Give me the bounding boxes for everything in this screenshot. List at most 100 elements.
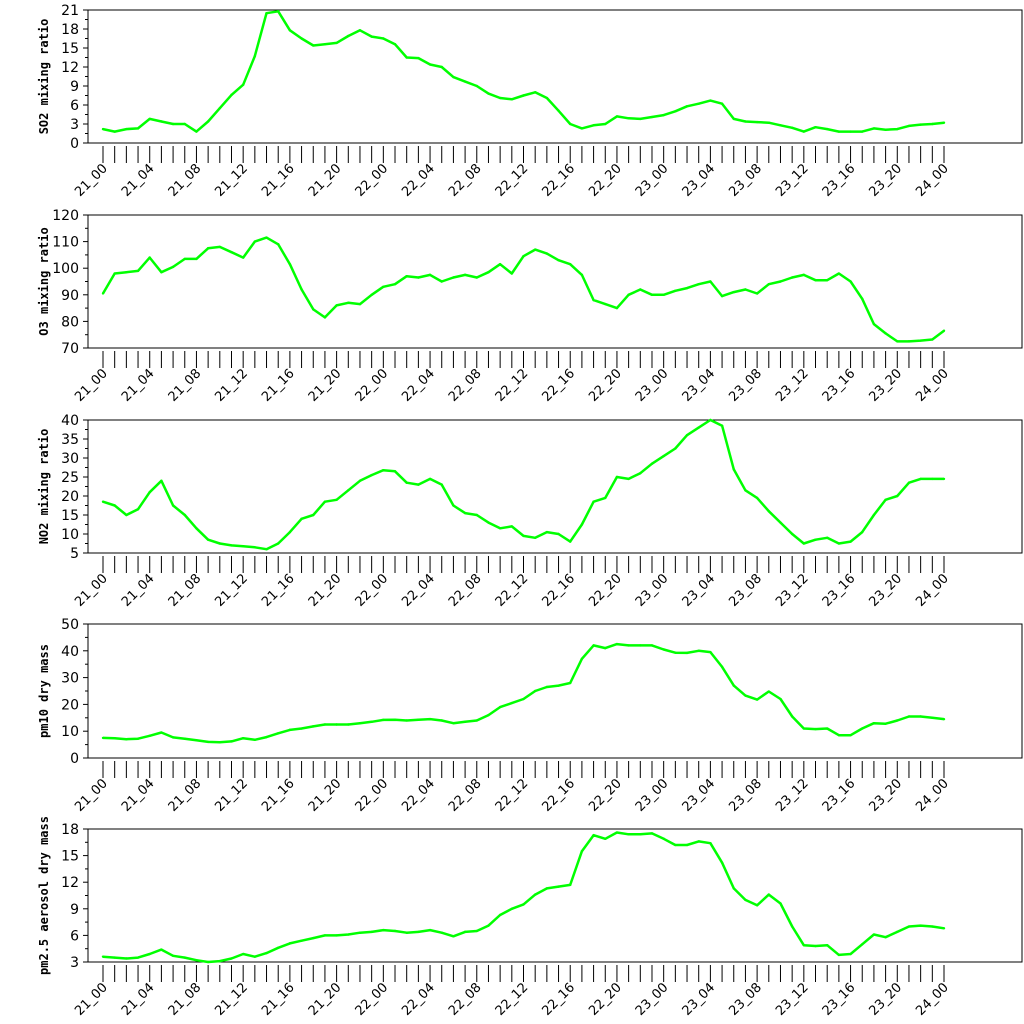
x-tick-label: 23_08 [726, 980, 765, 1019]
x-tick-label: 22_20 [586, 366, 625, 405]
y-tick-label: 35 [61, 432, 79, 448]
x-tick-label: 22_12 [493, 571, 532, 610]
data-point [382, 928, 385, 932]
data-point [639, 288, 642, 291]
data-point [498, 913, 502, 917]
x-tick-label: 23_00 [633, 161, 672, 200]
x-tick-label: 21_20 [306, 366, 345, 405]
x-tick-label: 21_00 [72, 776, 111, 815]
data-point [533, 91, 537, 94]
x-tick-label: 21_12 [212, 980, 251, 1019]
data-point [218, 245, 222, 249]
y-tick-label: 70 [61, 341, 79, 357]
data-point [475, 276, 478, 279]
data-point [919, 477, 922, 481]
data-point [627, 117, 630, 120]
x-tick-label: 22_20 [586, 161, 625, 200]
y-tick-label: 80 [61, 314, 79, 330]
data-point [195, 130, 198, 133]
data-point [358, 302, 362, 306]
data-point [896, 340, 899, 343]
x-tick-label: 22_08 [446, 980, 485, 1019]
data-point [732, 117, 735, 121]
x-tick-label: 22_08 [446, 366, 485, 405]
data-point [370, 720, 373, 724]
data-point [393, 43, 397, 46]
data-point [113, 736, 116, 740]
x-tick-label: 22_04 [399, 776, 438, 815]
data-point [125, 513, 128, 517]
data-point [533, 689, 537, 693]
data-point [884, 722, 887, 725]
data-point [101, 955, 105, 958]
y-tick-label: 12 [61, 60, 79, 76]
data-point [312, 725, 315, 728]
data-point [779, 902, 782, 905]
data-point [709, 280, 712, 283]
data-point [545, 530, 549, 534]
data-point [510, 272, 514, 275]
data-point [323, 500, 327, 503]
data-point [440, 65, 443, 69]
data-point [592, 500, 595, 503]
data-point [896, 127, 899, 131]
data-point [136, 508, 140, 511]
data-point [452, 935, 455, 938]
data-point [814, 727, 817, 731]
data-point [755, 120, 759, 124]
data-point [896, 719, 899, 722]
data-point [533, 893, 537, 896]
data-point [510, 98, 514, 101]
x-tick-label: 23_16 [820, 980, 859, 1019]
series-line [101, 236, 945, 343]
data-point [639, 472, 642, 475]
data-point [265, 11, 268, 15]
data-point [148, 117, 151, 121]
data-point [347, 723, 350, 726]
data-point [627, 833, 630, 836]
data-point [347, 489, 350, 492]
data-point [790, 126, 794, 129]
data-point [861, 943, 864, 946]
x-tick-label: 23_16 [820, 161, 859, 200]
data-point [428, 477, 432, 481]
data-point [241, 83, 245, 86]
data-point [101, 500, 105, 503]
data-point [744, 288, 747, 291]
data-point [814, 944, 817, 948]
data-point [837, 953, 841, 957]
y-tick-label: 120 [52, 208, 79, 224]
data-point [358, 931, 362, 934]
data-point [779, 280, 782, 283]
data-point [919, 924, 922, 927]
data-point [417, 930, 420, 934]
data-point [370, 293, 373, 296]
data-point [837, 542, 841, 545]
data-point [206, 247, 210, 250]
data-point [288, 29, 292, 32]
x-tick-label: 23_08 [726, 161, 765, 200]
data-point [136, 127, 140, 130]
data-point [335, 304, 338, 307]
data-point [335, 723, 338, 726]
data-point [825, 278, 829, 282]
x-tick-label: 21_20 [306, 161, 345, 200]
data-point [265, 735, 268, 739]
data-point [650, 462, 654, 465]
data-point [919, 339, 922, 342]
data-point [230, 740, 233, 743]
x-tick-label: 21_16 [259, 980, 298, 1019]
x-tick-label: 21_00 [72, 161, 111, 200]
data-point [674, 651, 677, 654]
data-point [183, 737, 186, 740]
data-point [522, 697, 525, 701]
data-point [160, 731, 163, 734]
data-point [148, 952, 151, 956]
data-point [417, 718, 420, 721]
data-point [510, 907, 514, 910]
x-tick-label: 22_00 [353, 161, 392, 200]
x-tick-label: 22_16 [539, 980, 578, 1019]
data-point [825, 536, 829, 539]
data-point [662, 113, 665, 117]
